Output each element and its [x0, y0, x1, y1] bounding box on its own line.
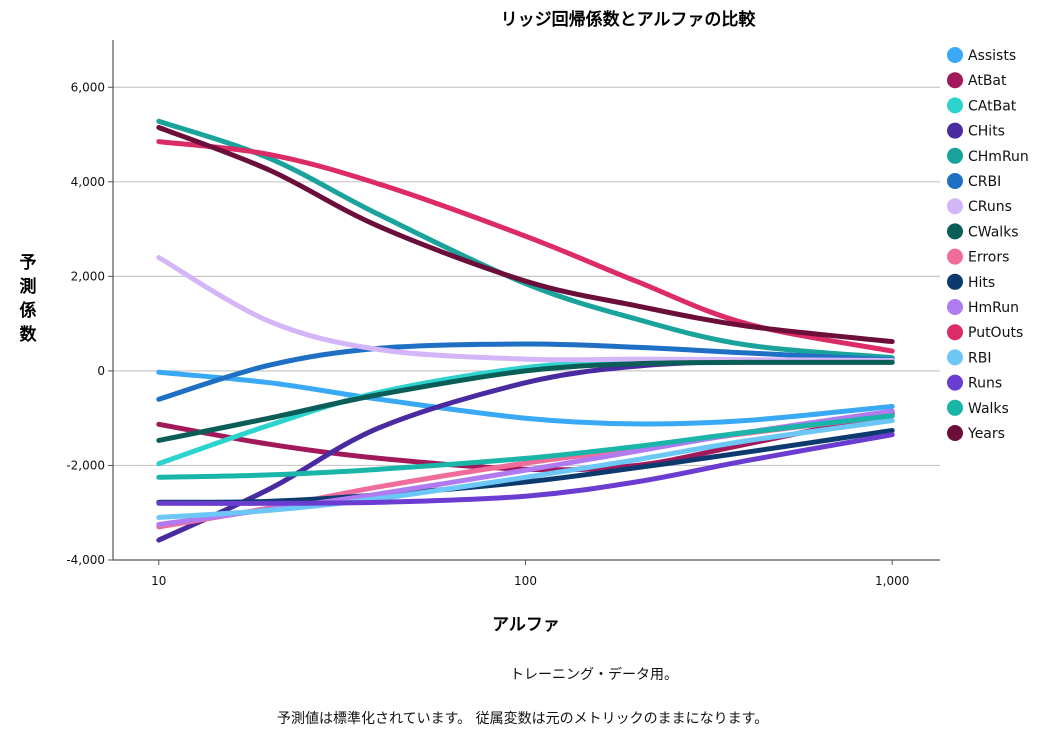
series-line-walks	[156, 413, 895, 480]
legend-marker-runs	[947, 374, 963, 391]
legend-marker-chmrun	[947, 147, 963, 164]
series-line-runs	[156, 432, 895, 506]
legend-marker-chits	[947, 122, 963, 139]
series-line-cwalks	[156, 359, 895, 443]
legend-marker-cruns	[947, 198, 963, 215]
legend-marker-years	[947, 425, 963, 441]
legend-label-rbi: RBI	[968, 350, 991, 366]
legend-marker-catbat	[947, 97, 963, 114]
y-tick-label: 2,000	[71, 269, 105, 283]
y-tick-label: -2,000	[66, 458, 105, 472]
footnote-training-data: トレーニング・データ用。	[510, 667, 678, 683]
y-tick-label: -4,000	[66, 553, 105, 567]
legend-label-cwalks: CWalks	[968, 224, 1019, 240]
legend-marker-atbat	[947, 72, 963, 89]
series-line-chits	[156, 358, 895, 543]
x-tick-label: 10	[151, 574, 166, 588]
chart-title: リッジ回帰係数とアルファの比較	[501, 9, 757, 30]
legend-label-runs: Runs	[968, 376, 1002, 392]
series-line-rbi	[156, 418, 895, 520]
series-line-assists	[156, 369, 895, 427]
legend-label-hits: Hits	[968, 275, 995, 291]
axes: -4,000 -2,000 0 2,000 4,000 6,000 10 100 1,000	[66, 40, 940, 588]
legend-label-putouts: PutOuts	[968, 325, 1023, 341]
legend-label-atbat: AtBat	[968, 73, 1007, 89]
legend-label-walks: Walks	[968, 401, 1009, 417]
legend-label-years: Years	[967, 426, 1005, 442]
legend-label-chits: CHits	[968, 124, 1005, 140]
legend-label-assists: Assists	[968, 48, 1016, 64]
legend-marker-cwalks	[947, 223, 963, 240]
legend-label-chmrun: CHmRun	[968, 149, 1029, 165]
footnote-standardized: 予測値は標準化されています。 従属変数は元のメトリックのままになります。	[277, 711, 769, 727]
legend-label-cruns: CRuns	[968, 199, 1012, 215]
legend-marker-crbi	[947, 173, 963, 189]
series-line-years	[156, 125, 895, 345]
y-axis-label: 予測係数	[20, 253, 38, 345]
legend-label-errors: Errors	[968, 250, 1009, 266]
legend-marker-putouts	[947, 324, 963, 341]
legend-marker-walks	[947, 399, 963, 416]
legend-marker-assists	[947, 47, 963, 63]
series-line-crbi	[156, 341, 895, 402]
legend-marker-errors	[947, 248, 963, 265]
plot-area	[156, 118, 895, 543]
y-tick-label: 6,000	[71, 80, 105, 94]
legend-marker-hits	[947, 273, 963, 290]
legend-label-catbat: CAtBat	[968, 98, 1017, 114]
legend-label-hmrun: HmRun	[968, 300, 1019, 316]
legend-label-crbi: CRBI	[968, 174, 1001, 190]
legend-marker-rbi	[947, 349, 963, 366]
y-tick-label: 4,000	[71, 175, 105, 189]
legend: Assists AtBat CAtBat CHits CHmRun CRBI CRuns CW…	[947, 47, 1029, 442]
y-tick-label: 0	[97, 364, 105, 378]
series-line-cruns	[156, 255, 895, 363]
x-tick-label: 1,000	[875, 574, 909, 588]
x-tick-label: 100	[514, 574, 537, 588]
legend-marker-hmrun	[947, 299, 963, 315]
x-axis-label: アルファ	[492, 615, 560, 635]
